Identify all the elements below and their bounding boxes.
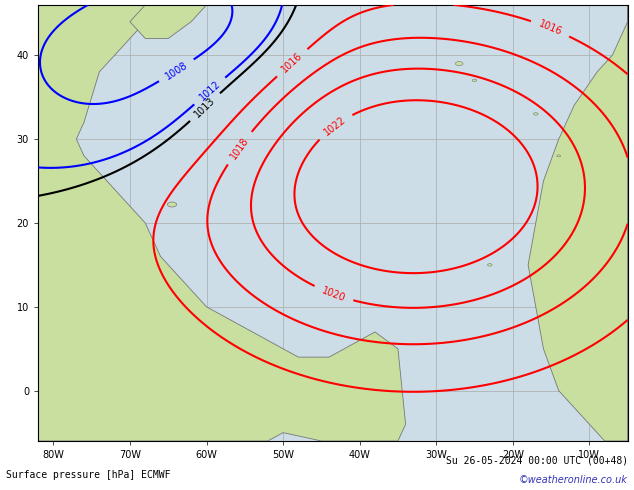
Text: 1008: 1008	[164, 60, 190, 81]
Polygon shape	[488, 264, 492, 266]
Text: 1012: 1012	[197, 79, 222, 103]
Polygon shape	[38, 5, 406, 441]
Text: Surface pressure [hPa] ECMWF: Surface pressure [hPa] ECMWF	[6, 470, 171, 480]
Polygon shape	[167, 202, 177, 207]
Text: 1022: 1022	[322, 115, 347, 138]
Text: 1016: 1016	[280, 51, 304, 75]
Text: Su 26-05-2024 00:00 UTC (00+48): Su 26-05-2024 00:00 UTC (00+48)	[446, 456, 628, 466]
Text: 1020: 1020	[320, 285, 347, 303]
Text: 1016: 1016	[537, 19, 564, 38]
Polygon shape	[130, 5, 207, 38]
Text: 1018: 1018	[228, 135, 250, 161]
Text: ©weatheronline.co.uk: ©weatheronline.co.uk	[519, 475, 628, 485]
Text: 1013: 1013	[193, 95, 217, 119]
Polygon shape	[557, 155, 560, 157]
Polygon shape	[455, 62, 463, 66]
Polygon shape	[528, 5, 628, 441]
Polygon shape	[472, 79, 477, 82]
Polygon shape	[533, 113, 538, 115]
